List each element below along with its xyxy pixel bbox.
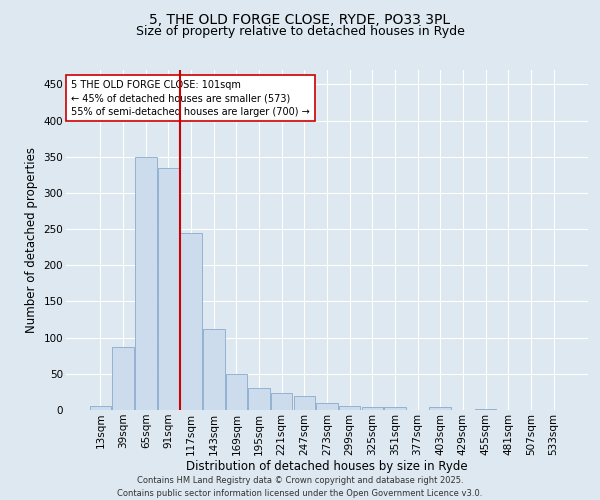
Bar: [90, 406, 111, 410]
Bar: [316, 404, 338, 410]
Bar: [248, 388, 270, 410]
X-axis label: Distribution of detached houses by size in Ryde: Distribution of detached houses by size …: [186, 460, 468, 473]
Bar: [362, 407, 383, 410]
Bar: [339, 406, 361, 410]
Bar: [203, 329, 224, 410]
Text: Contains HM Land Registry data © Crown copyright and database right 2025.
Contai: Contains HM Land Registry data © Crown c…: [118, 476, 482, 498]
Bar: [158, 168, 179, 410]
Text: 5 THE OLD FORGE CLOSE: 101sqm
← 45% of detached houses are smaller (573)
55% of : 5 THE OLD FORGE CLOSE: 101sqm ← 45% of d…: [71, 80, 310, 116]
Bar: [430, 407, 451, 410]
Bar: [181, 233, 202, 410]
Text: Size of property relative to detached houses in Ryde: Size of property relative to detached ho…: [136, 25, 464, 38]
Bar: [135, 157, 157, 410]
Y-axis label: Number of detached properties: Number of detached properties: [25, 147, 38, 333]
Text: 5, THE OLD FORGE CLOSE, RYDE, PO33 3PL: 5, THE OLD FORGE CLOSE, RYDE, PO33 3PL: [149, 12, 451, 26]
Bar: [384, 407, 406, 410]
Bar: [112, 347, 134, 410]
Bar: [293, 396, 315, 410]
Bar: [226, 374, 247, 410]
Bar: [271, 392, 292, 410]
